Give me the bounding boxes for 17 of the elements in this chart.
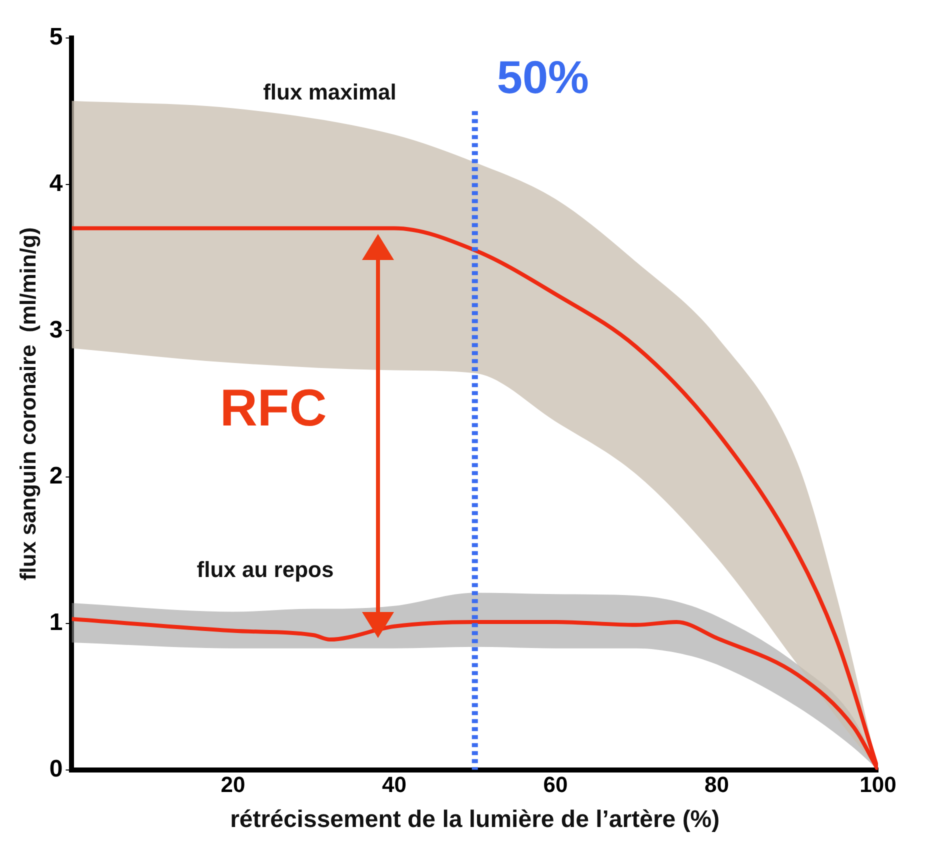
y-tick-label: 3 — [49, 316, 63, 344]
x-axis-title: rétrécissement de la lumière de l’artère (%) — [230, 806, 720, 834]
x-tick-label: 100 — [860, 772, 896, 798]
x-tick-label: 40 — [382, 772, 406, 798]
y-tick-label: 0 — [49, 755, 63, 782]
annotation: flux au repos — [196, 556, 334, 582]
annotation: RFC — [220, 380, 327, 438]
y-tick-label: 4 — [49, 170, 64, 197]
ref-line-label: 50% — [496, 50, 589, 103]
y-tick-label: 2 — [49, 462, 63, 490]
x-tick-label: 80 — [704, 772, 729, 798]
x-tick-label: 60 — [543, 772, 568, 798]
x-tick-label: 20 — [220, 772, 246, 798]
y-axis-title: flux sanguin coronaire (ml/min/g) — [15, 227, 40, 581]
y-tick-label: 5 — [49, 24, 63, 51]
y-tick-label: 1 — [49, 609, 63, 636]
annotation: flux maximal — [263, 80, 396, 105]
